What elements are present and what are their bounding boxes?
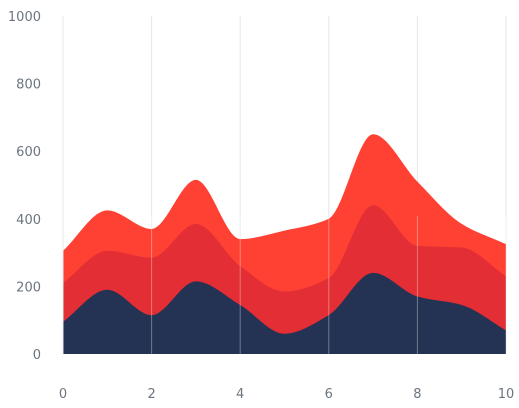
x-tick-label-8: 8 [413,387,421,402]
x-tick-label-2: 2 [147,387,155,402]
x-tick-label-10: 10 [498,387,515,402]
x-tick-label-6: 6 [325,387,333,402]
y-tick-label-0: 0 [33,348,41,363]
overlay-grid-lines [151,216,507,354]
area-series-group [63,134,506,354]
y-tick-label-600: 600 [16,145,41,160]
y-tick-labels: 0 200 400 600 800 1000 [8,10,41,363]
y-tick-label-400: 400 [16,213,41,228]
y-tick-label-800: 800 [16,78,41,93]
y-tick-label-1000: 1000 [8,10,41,25]
x-tick-label-0: 0 [59,387,67,402]
y-tick-label-200: 200 [16,280,41,295]
x-tick-labels: 0 2 4 6 8 10 [59,387,514,402]
area-series-1 [63,272,506,354]
x-tick-label-4: 4 [236,387,244,402]
